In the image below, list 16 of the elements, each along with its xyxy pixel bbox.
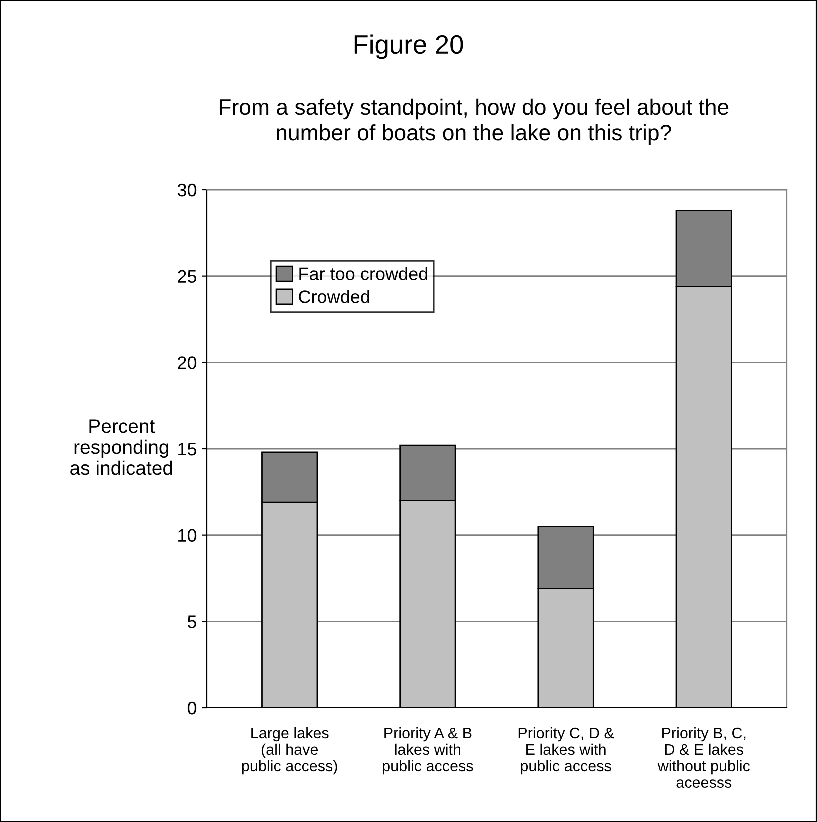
y-tick-label: 0	[188, 702, 197, 715]
x-tick-label: Priority A & B lakes with public access	[383, 727, 474, 775]
y-tick-label: 10	[178, 529, 197, 542]
y-tick-label: 15	[178, 443, 197, 456]
x-tick-label: Priority B, C, D & E lakes without public aceesss	[658, 727, 750, 788]
y-tick-label: 5	[188, 616, 197, 628]
chart-title: Figure 20	[354, 34, 464, 60]
legend-label: Far too crowded	[300, 267, 428, 281]
y-tick-label: 30	[178, 184, 197, 197]
x-tick-label: Priority C, D & E lakes with public access	[518, 727, 614, 775]
y-tick-label: 20	[178, 356, 197, 370]
x-tick-label: Large lakes (all have public access)	[242, 727, 338, 775]
chart-subtitle: From a safety standpoint, how do you feel about the number of boats on the lake on this trip?	[220, 98, 729, 146]
y-tick-label: 25	[178, 270, 197, 284]
y-axis-title: Percent responding as indicated	[70, 420, 172, 476]
legend-label: Crowded	[299, 290, 370, 304]
